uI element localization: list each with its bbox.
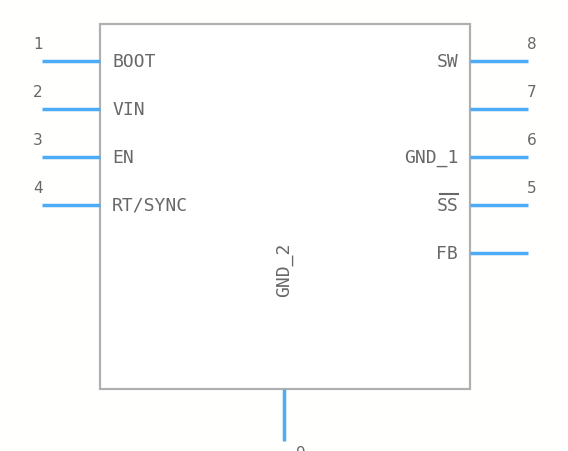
Text: GND_1: GND_1 <box>404 149 458 166</box>
Text: 6: 6 <box>527 133 537 147</box>
Bar <box>100 25 470 389</box>
Text: BOOT: BOOT <box>112 53 156 71</box>
Text: 4: 4 <box>33 180 43 196</box>
Text: FB: FB <box>436 244 458 262</box>
Text: 5: 5 <box>527 180 537 196</box>
Text: 9: 9 <box>296 445 306 451</box>
Text: SS: SS <box>436 197 458 215</box>
Text: 8: 8 <box>527 37 537 52</box>
Text: 7: 7 <box>527 85 537 100</box>
Text: GND_2: GND_2 <box>275 242 293 296</box>
Text: 2: 2 <box>33 85 43 100</box>
Text: VIN: VIN <box>112 101 145 119</box>
Text: 3: 3 <box>33 133 43 147</box>
Text: RT/SYNC: RT/SYNC <box>112 197 188 215</box>
Text: 1: 1 <box>33 37 43 52</box>
Text: EN: EN <box>112 149 133 166</box>
Text: SW: SW <box>436 53 458 71</box>
